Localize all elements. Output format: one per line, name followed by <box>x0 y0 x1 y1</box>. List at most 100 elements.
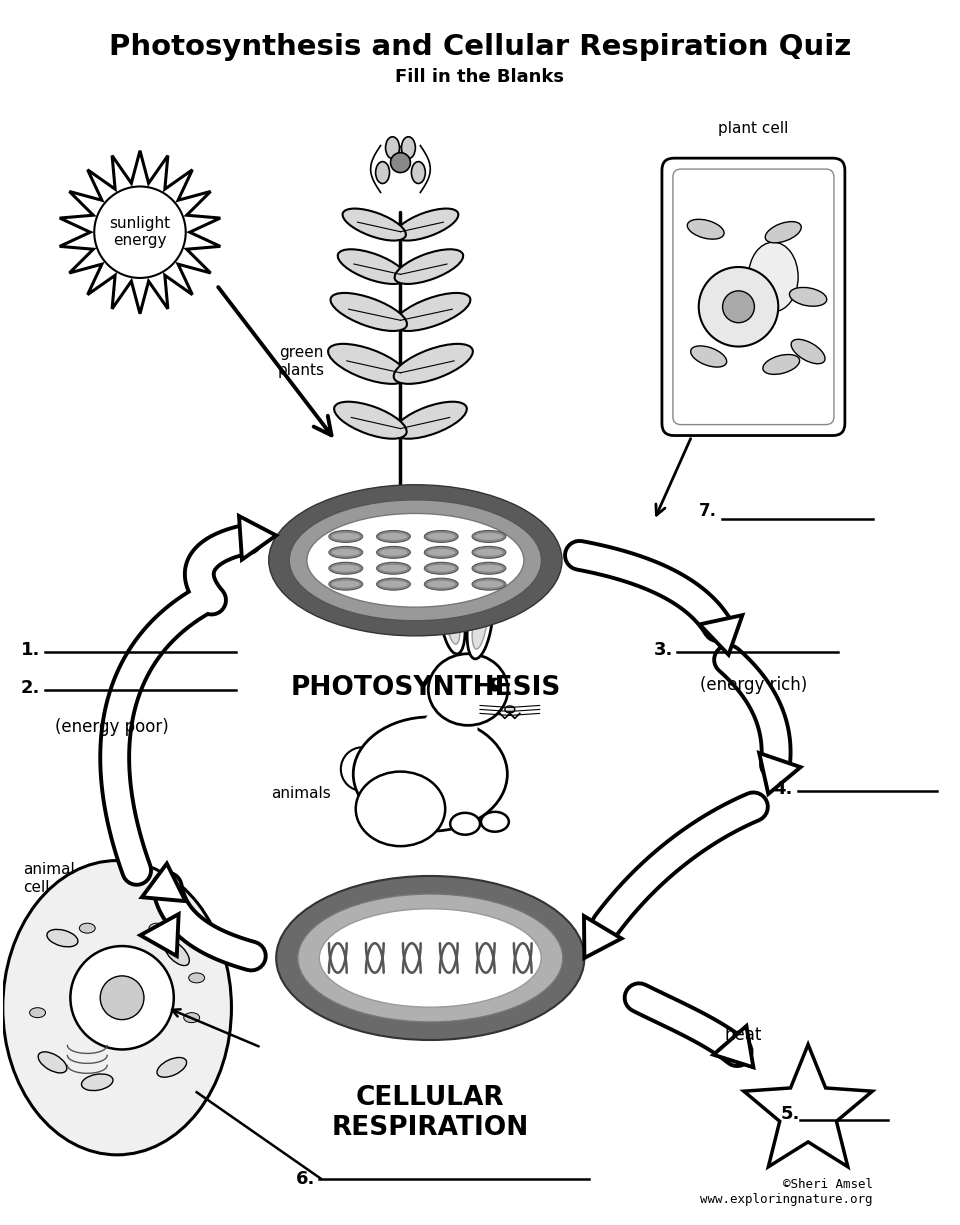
Ellipse shape <box>424 530 458 543</box>
Ellipse shape <box>338 249 406 284</box>
Ellipse shape <box>353 717 507 832</box>
Circle shape <box>94 186 185 278</box>
Text: heat: heat <box>725 1025 762 1044</box>
Circle shape <box>488 677 502 692</box>
Ellipse shape <box>475 581 503 588</box>
Ellipse shape <box>38 1052 67 1073</box>
Ellipse shape <box>427 533 455 540</box>
Polygon shape <box>713 1027 754 1067</box>
Text: Photosynthesis and Cellular Respiration Quiz: Photosynthesis and Cellular Respiration … <box>108 33 852 61</box>
Ellipse shape <box>422 704 477 755</box>
Ellipse shape <box>332 533 360 540</box>
Ellipse shape <box>444 590 460 644</box>
Ellipse shape <box>394 147 407 169</box>
Ellipse shape <box>450 813 480 834</box>
Ellipse shape <box>395 402 467 439</box>
Text: 7.: 7. <box>699 501 717 519</box>
Ellipse shape <box>505 706 515 713</box>
Text: (energy poor): (energy poor) <box>56 718 169 736</box>
Text: 6.: 6. <box>296 1170 316 1188</box>
Ellipse shape <box>424 546 458 559</box>
Ellipse shape <box>427 565 455 572</box>
Text: PHOTOSYNTHESIS: PHOTOSYNTHESIS <box>290 675 561 701</box>
Ellipse shape <box>440 579 465 654</box>
Polygon shape <box>140 914 179 956</box>
Ellipse shape <box>765 222 802 243</box>
Ellipse shape <box>379 549 407 556</box>
Ellipse shape <box>376 530 411 543</box>
Ellipse shape <box>183 1013 200 1023</box>
Polygon shape <box>759 753 801 794</box>
Ellipse shape <box>424 562 458 575</box>
Ellipse shape <box>687 219 724 239</box>
Circle shape <box>341 747 385 791</box>
Ellipse shape <box>157 1057 186 1077</box>
Ellipse shape <box>30 1008 45 1018</box>
Ellipse shape <box>82 1074 113 1090</box>
Ellipse shape <box>428 654 508 725</box>
Ellipse shape <box>379 533 407 540</box>
Text: 5.: 5. <box>780 1105 800 1123</box>
Ellipse shape <box>396 208 458 240</box>
Ellipse shape <box>394 344 473 383</box>
Polygon shape <box>60 151 220 314</box>
FancyBboxPatch shape <box>662 158 845 436</box>
Ellipse shape <box>427 581 455 588</box>
Ellipse shape <box>401 137 416 159</box>
Text: 2.: 2. <box>21 679 40 697</box>
Ellipse shape <box>328 344 407 383</box>
Ellipse shape <box>334 402 407 439</box>
Ellipse shape <box>376 546 411 559</box>
Ellipse shape <box>472 578 506 590</box>
Ellipse shape <box>332 581 360 588</box>
Ellipse shape <box>427 549 455 556</box>
Ellipse shape <box>394 293 470 331</box>
Text: 4.: 4. <box>774 780 793 797</box>
Ellipse shape <box>379 565 407 572</box>
Circle shape <box>70 946 174 1050</box>
Text: ©Sheri Amsel
www.exploringnature.org: ©Sheri Amsel www.exploringnature.org <box>700 1177 873 1205</box>
Ellipse shape <box>412 162 425 184</box>
Polygon shape <box>744 1045 873 1166</box>
Circle shape <box>699 267 779 347</box>
Ellipse shape <box>329 546 363 559</box>
Ellipse shape <box>475 565 503 572</box>
Ellipse shape <box>189 973 204 982</box>
Ellipse shape <box>329 578 363 590</box>
Polygon shape <box>700 615 742 654</box>
Text: CELLULAR
RESPIRATION: CELLULAR RESPIRATION <box>331 1085 529 1142</box>
Ellipse shape <box>320 909 541 1007</box>
Ellipse shape <box>386 137 399 159</box>
Ellipse shape <box>356 772 445 846</box>
Ellipse shape <box>332 565 360 572</box>
Ellipse shape <box>289 500 541 621</box>
Circle shape <box>391 153 411 173</box>
Ellipse shape <box>763 354 800 375</box>
Text: animal
cell: animal cell <box>23 862 75 894</box>
Ellipse shape <box>468 586 492 659</box>
Text: sunlight
energy: sunlight energy <box>109 216 171 249</box>
Ellipse shape <box>395 249 463 284</box>
Ellipse shape <box>298 894 563 1022</box>
Circle shape <box>723 290 755 322</box>
Ellipse shape <box>307 513 524 608</box>
Ellipse shape <box>472 595 488 649</box>
Ellipse shape <box>789 288 827 306</box>
Circle shape <box>494 680 499 685</box>
Ellipse shape <box>343 208 406 240</box>
Ellipse shape <box>749 243 798 311</box>
Ellipse shape <box>475 549 503 556</box>
Ellipse shape <box>329 530 363 543</box>
Ellipse shape <box>47 930 78 947</box>
Ellipse shape <box>481 812 509 832</box>
Text: 1.: 1. <box>21 641 40 659</box>
Polygon shape <box>584 916 621 958</box>
Ellipse shape <box>376 562 411 575</box>
Ellipse shape <box>424 578 458 590</box>
Circle shape <box>100 976 144 1019</box>
Ellipse shape <box>269 485 562 636</box>
Polygon shape <box>142 864 185 902</box>
Ellipse shape <box>472 562 506 575</box>
Ellipse shape <box>375 162 390 184</box>
Text: green
plants: green plants <box>277 345 324 377</box>
